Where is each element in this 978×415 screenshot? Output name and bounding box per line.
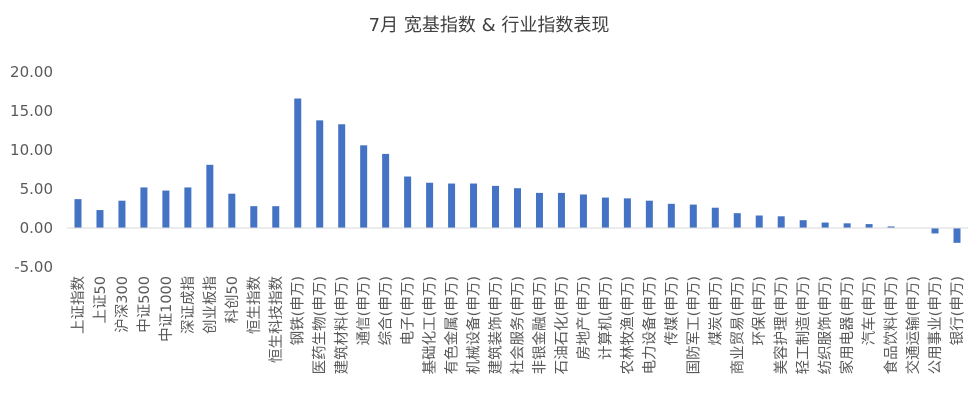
x-tick-label: 建筑装饰(申万) <box>488 276 505 374</box>
x-tick-label: 综合(申万) <box>378 276 395 345</box>
x-tick-label: 国防军工(申万) <box>685 276 702 374</box>
x-tick-label: 通信(申万) <box>356 276 373 345</box>
x-tick-label: 轻工制造(申万) <box>795 276 812 374</box>
x-tick-label: 创业板指 <box>201 276 219 334</box>
x-tick-label: 科创50 <box>224 276 241 323</box>
bar <box>360 145 367 228</box>
x-tick-label: 家用电器(申万) <box>839 276 856 374</box>
bar <box>294 99 301 228</box>
x-tick-label: 沪深300 <box>114 276 131 333</box>
bar <box>602 198 609 228</box>
x-tick-label: 非银金融(申万) <box>531 276 548 374</box>
bar <box>844 223 851 228</box>
x-tick-label: 美容护理(申万) <box>773 276 790 374</box>
bar <box>954 228 961 243</box>
x-tick-label: 交通运输(申万) <box>904 276 922 374</box>
bar <box>800 220 807 228</box>
bar <box>338 124 345 228</box>
bar <box>470 184 477 228</box>
bar <box>426 183 433 228</box>
bar <box>756 216 763 228</box>
x-tick-label: 商业贸易(申万) <box>729 276 746 374</box>
x-tick-label: 农林牧渔(申万) <box>619 276 636 374</box>
bar-series <box>74 99 960 243</box>
x-tick-label: 计算机(申万) <box>597 276 614 360</box>
y-tick-label: 5.00 <box>20 180 53 198</box>
bar <box>536 193 543 228</box>
x-tick-label: 中证1000 <box>158 276 175 342</box>
bar <box>866 224 873 228</box>
bar <box>558 193 565 228</box>
x-tick-label: 深证成指 <box>180 276 197 334</box>
bar <box>316 120 323 228</box>
x-tick-label: 纺织服饰(申万) <box>817 276 834 374</box>
bar <box>646 201 653 228</box>
bar <box>932 228 939 233</box>
y-tick-label: 0.00 <box>20 219 53 237</box>
bar <box>96 210 103 228</box>
bar <box>690 205 697 228</box>
x-tick-label: 中证500 <box>136 276 153 333</box>
x-tick-label: 石油石化(申万) <box>553 276 570 374</box>
x-tick-label: 汽车(申万) <box>861 276 878 345</box>
x-tick-label: 食品饮料(申万) <box>883 276 900 374</box>
x-tick-label: 机械设备(申万) <box>466 276 483 374</box>
bar <box>492 186 499 228</box>
chart-title: 7月 宽基指数 & 行业指数表现 <box>369 15 610 36</box>
x-tick-label: 上证指数 <box>70 276 87 334</box>
bar <box>668 204 675 228</box>
x-tick-label: 煤炭(申万) <box>707 276 724 345</box>
x-tick-label: 电力设备(申万) <box>641 276 658 374</box>
bar <box>822 223 829 228</box>
y-tick-label: 15.00 <box>10 102 53 120</box>
x-tick-label: 传媒(申万) <box>663 276 680 345</box>
bar <box>140 187 147 228</box>
x-tick-label: 基础化工(申万) <box>422 276 439 374</box>
x-tick-label: 恒生科技指数 <box>268 276 285 363</box>
bar <box>184 187 191 228</box>
x-tick-label: 有色金属(申万) <box>444 276 461 374</box>
bar <box>448 184 455 228</box>
bar <box>228 194 235 228</box>
bar <box>734 213 741 228</box>
y-tick-label: 20.00 <box>10 63 53 81</box>
bar <box>250 206 257 228</box>
bar <box>778 216 785 228</box>
x-tick-label: 恒生指数 <box>246 276 263 334</box>
bar <box>206 165 213 228</box>
x-tick-label: 电子(申万) <box>400 276 417 345</box>
x-tick-label: 银行(申万) <box>949 276 966 345</box>
x-tick-label: 上证50 <box>92 276 109 323</box>
x-tick-label: 房地产(申万) <box>575 276 592 360</box>
x-tick-label: 环保(申万) <box>751 276 768 345</box>
bar <box>272 206 279 228</box>
bar <box>514 188 521 228</box>
x-tick-label: 公用事业(申万) <box>927 276 944 374</box>
bar <box>712 208 719 228</box>
y-tick-label: 10.00 <box>10 141 53 159</box>
bar <box>580 194 587 228</box>
x-tick-label: 建筑材料(申万) <box>334 276 351 374</box>
bar <box>118 201 125 228</box>
x-tick-label: 医药生物(申万) <box>312 276 329 374</box>
bar <box>624 198 631 228</box>
y-axis: 20.00 15.00 10.00 5.00 0.00 -5.00 <box>10 63 53 276</box>
bar <box>74 199 81 228</box>
bar <box>404 177 411 228</box>
y-tick-label: -5.00 <box>14 258 53 276</box>
x-axis: 上证指数上证50 沪深300 中证500 中证1000 深证成指创业板指科创50 恒生指数… <box>70 276 966 375</box>
bar <box>162 191 169 228</box>
x-tick-label: 社会服务(申万) <box>510 276 527 374</box>
x-tick-label: 钢铁(申万) <box>290 276 307 345</box>
bar <box>382 154 389 228</box>
